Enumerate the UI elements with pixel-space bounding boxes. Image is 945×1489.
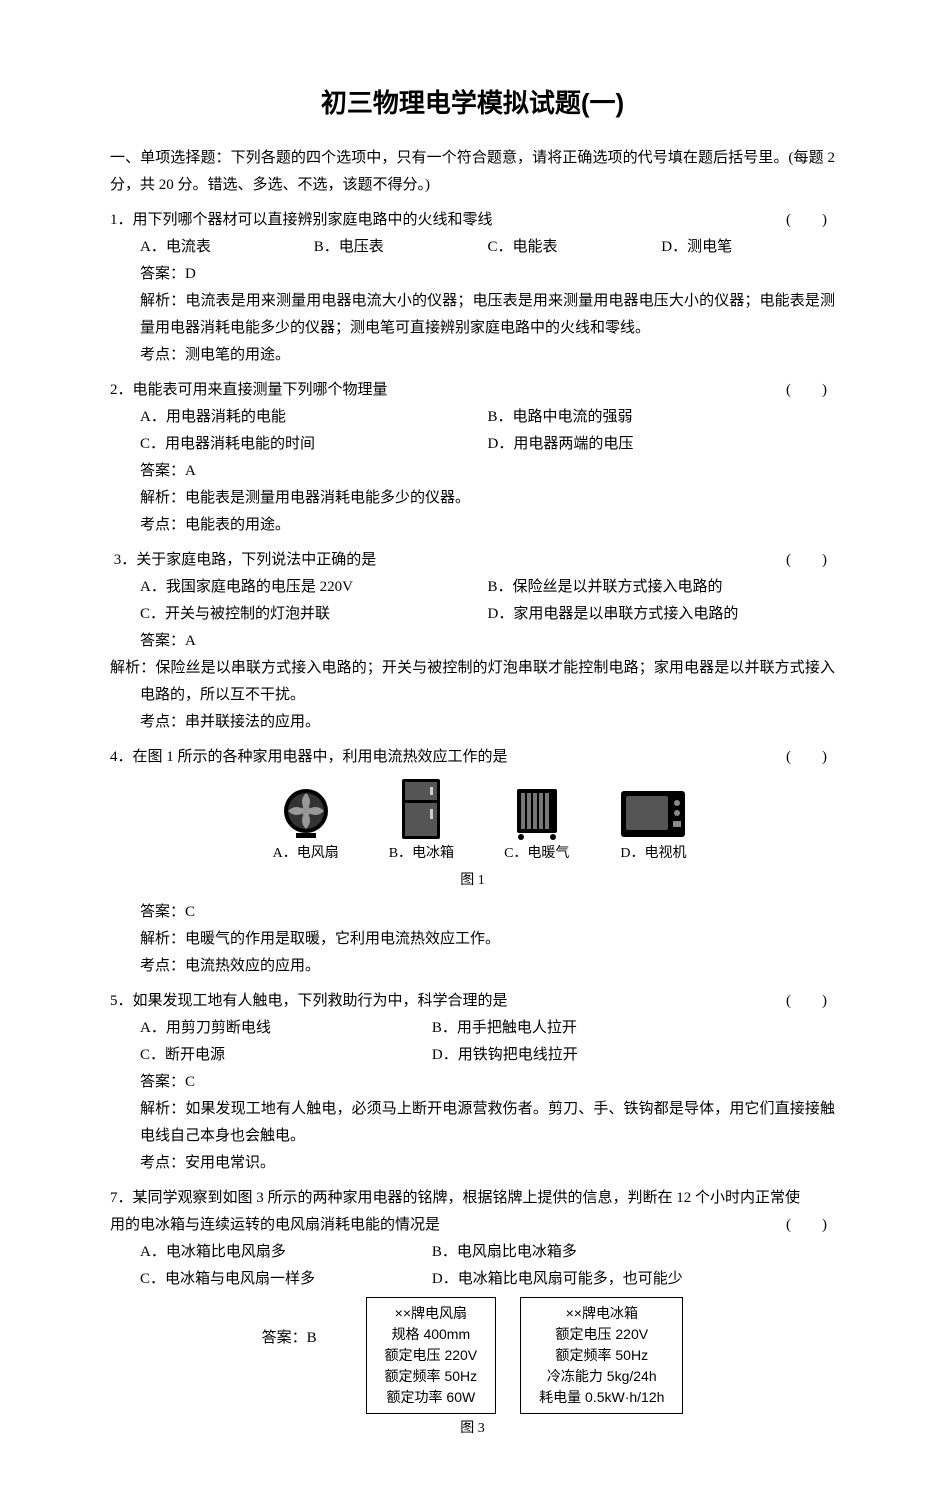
q1-optA: A．电流表 <box>140 234 314 261</box>
answer-paren: ( ) <box>786 377 835 404</box>
nameplate-fridge: ××牌电冰箱 额定电压 220V 额定频率 50Hz 冷冻能力 5kg/24h … <box>520 1297 683 1414</box>
plate1-l2: 规格 400mm <box>385 1324 478 1345</box>
q2-answer: 答案：A <box>110 458 835 485</box>
q7-num: 7． <box>110 1185 133 1212</box>
q1-stem: 用下列哪个器材可以直接辨别家庭电路中的火线和零线( ) <box>133 207 835 234</box>
q7-stem-line2: 用的电冰箱与连续运转的电风扇消耗电能的情况是 <box>110 1217 440 1233</box>
figure-3-caption: 图 3 <box>110 1416 835 1441</box>
q5-stem: 如果发现工地有人触电，下列救助行为中，科学合理的是( ) <box>133 988 835 1015</box>
fig-fridge-label: B．电冰箱 <box>389 841 454 866</box>
q4-stem: 在图 1 所示的各种家用电器中，利用电流热效应工作的是( ) <box>133 744 835 771</box>
fig-fan-label: A．电风扇 <box>273 841 339 866</box>
figure-1: A．电风扇 B．电冰箱 <box>110 777 835 866</box>
plate2-l2: 额定电压 220V <box>539 1324 664 1345</box>
answer-paren: ( ) <box>786 1212 835 1239</box>
fig-fridge: B．电冰箱 <box>389 777 454 866</box>
question-4: 4． 在图 1 所示的各种家用电器中，利用电流热效应工作的是( ) A．电风扇 <box>110 744 835 980</box>
q3-explain: 解析：保险丝是以串联方式接入电路的；开关与被控制的灯泡串联才能控制电路；家用电器… <box>110 655 835 709</box>
heater-icon <box>513 783 561 841</box>
figure-3: 答案：B ××牌电风扇 规格 400mm 额定电压 220V 额定频率 50Hz… <box>110 1297 835 1414</box>
q3-stem: 关于家庭电路，下列说法中正确的是( ) <box>136 547 835 574</box>
answer-paren: ( ) <box>786 207 835 234</box>
q3-optA: A．我国家庭电路的电压是 220V <box>140 574 488 601</box>
question-7: 7． 某同学观察到如图 3 所示的两种家用电器的铭牌，根据铭牌上提供的信息，判断… <box>110 1185 835 1441</box>
q1-optC: C．电能表 <box>488 234 662 261</box>
q2-stem: 电能表可用来直接测量下列哪个物理量( ) <box>133 377 835 404</box>
q3-answer: 答案：A <box>110 628 835 655</box>
q7-stem-line1: 某同学观察到如图 3 所示的两种家用电器的铭牌，根据铭牌上提供的信息，判断在 1… <box>133 1185 835 1212</box>
q7-optB: B．电风扇比电冰箱多 <box>432 1239 577 1266</box>
plate2-l1: ××牌电冰箱 <box>539 1303 664 1324</box>
question-5: 5． 如果发现工地有人触电，下列救助行为中，科学合理的是( ) A．用剪刀剪断电… <box>110 988 835 1177</box>
q4-explain: 解析：电暖气的作用是取暖，它利用电流热效应工作。 <box>110 926 835 953</box>
q2-optD: D．用电器两端的电压 <box>488 431 836 458</box>
fig-tv: D．电视机 <box>619 777 687 866</box>
tv-icon <box>619 787 687 841</box>
q5-num: 5． <box>110 988 133 1015</box>
q5-optB: B．用手把触电人拉开 <box>432 1015 577 1042</box>
question-2: 2． 电能表可用来直接测量下列哪个物理量( ) A．用电器消耗的电能 B．电路中… <box>110 377 835 539</box>
section-intro: 一、单项选择题：下列各题的四个选项中，只有一个符合题意，请将正确选项的代号填在题… <box>110 145 835 199</box>
q3-point: 考点：串并联接法的应用。 <box>110 709 835 736</box>
plate2-l4: 冷冻能力 5kg/24h <box>539 1366 664 1387</box>
q1-optB: B．电压表 <box>314 234 488 261</box>
fan-icon <box>278 785 334 841</box>
plate2-l5: 耗电量 0.5kW·h/12h <box>539 1387 664 1408</box>
answer-paren: ( ) <box>786 547 835 574</box>
question-3: 3． 关于家庭电路，下列说法中正确的是( ) A．我国家庭电路的电压是 220V… <box>110 547 835 736</box>
q4-point: 考点：电流热效应的应用。 <box>110 953 835 980</box>
page-title: 初三物理电学模拟试题(一) <box>110 80 835 127</box>
fig-heater: C．电暖气 <box>504 777 569 866</box>
q2-num: 2． <box>110 377 133 404</box>
q3-optD: D．家用电器是以串联方式接入电路的 <box>488 601 836 628</box>
answer-paren: ( ) <box>786 744 835 771</box>
q2-optA: A．用电器消耗的电能 <box>140 404 488 431</box>
q1-point: 考点：测电笔的用途。 <box>110 342 835 369</box>
q4-answer: 答案：C <box>110 899 835 926</box>
q1-optD: D．测电笔 <box>661 234 835 261</box>
q2-optB: B．电路中电流的强弱 <box>488 404 836 431</box>
q5-point: 考点：安用电常识。 <box>110 1150 835 1177</box>
q5-optC: C．断开电源 <box>140 1042 432 1069</box>
q4-num: 4． <box>110 744 133 771</box>
q2-optC: C．用电器消耗电能的时间 <box>140 431 488 458</box>
q3-num: 3． <box>110 547 136 574</box>
q5-optA: A．用剪刀剪断电线 <box>140 1015 432 1042</box>
q1-num: 1． <box>110 207 133 234</box>
q2-explain: 解析：电能表是测量用电器消耗电能多少的仪器。 <box>110 485 835 512</box>
nameplate-fan: ××牌电风扇 规格 400mm 额定电压 220V 额定频率 50Hz 额定功率… <box>366 1297 497 1414</box>
q1-answer: 答案：D <box>110 261 835 288</box>
q3-optC: C．开关与被控制的灯泡并联 <box>140 601 488 628</box>
fig-fan: A．电风扇 <box>273 777 339 866</box>
fig-heater-label: C．电暖气 <box>504 841 569 866</box>
q1-explain: 解析：电流表是用来测量用电器电流大小的仪器；电压表是用来测量用电器电压大小的仪器… <box>110 288 835 342</box>
figure-1-caption: 图 1 <box>110 868 835 893</box>
q5-answer: 答案：C <box>110 1069 835 1096</box>
q5-optD: D．用铁钩把电线拉开 <box>432 1042 578 1069</box>
q5-explain: 解析：如果发现工地有人触电，必须马上断开电源营救伤者。剪刀、手、铁钩都是导体，用… <box>110 1096 835 1150</box>
question-1: 1． 用下列哪个器材可以直接辨别家庭电路中的火线和零线( ) A．电流表 B．电… <box>110 207 835 369</box>
q7-optC: C．电冰箱与电风扇一样多 <box>140 1266 432 1293</box>
plate2-l3: 额定频率 50Hz <box>539 1345 664 1366</box>
plate1-l4: 额定频率 50Hz <box>385 1366 478 1387</box>
plate1-l1: ××牌电风扇 <box>385 1303 478 1324</box>
plate1-l3: 额定电压 220V <box>385 1345 478 1366</box>
fig-tv-label: D．电视机 <box>619 841 687 866</box>
answer-paren: ( ) <box>786 988 835 1015</box>
q2-point: 考点：电能表的用途。 <box>110 512 835 539</box>
q3-optB: B．保险丝是以并联方式接入电路的 <box>488 574 836 601</box>
q7-optA: A．电冰箱比电风扇多 <box>140 1239 432 1266</box>
q7-optD: D．电冰箱比电风扇可能多，也可能少 <box>432 1266 683 1293</box>
fridge-icon <box>400 777 442 841</box>
plate1-l5: 额定功率 60W <box>385 1387 478 1408</box>
q7-answer: 答案：B <box>262 1297 342 1352</box>
